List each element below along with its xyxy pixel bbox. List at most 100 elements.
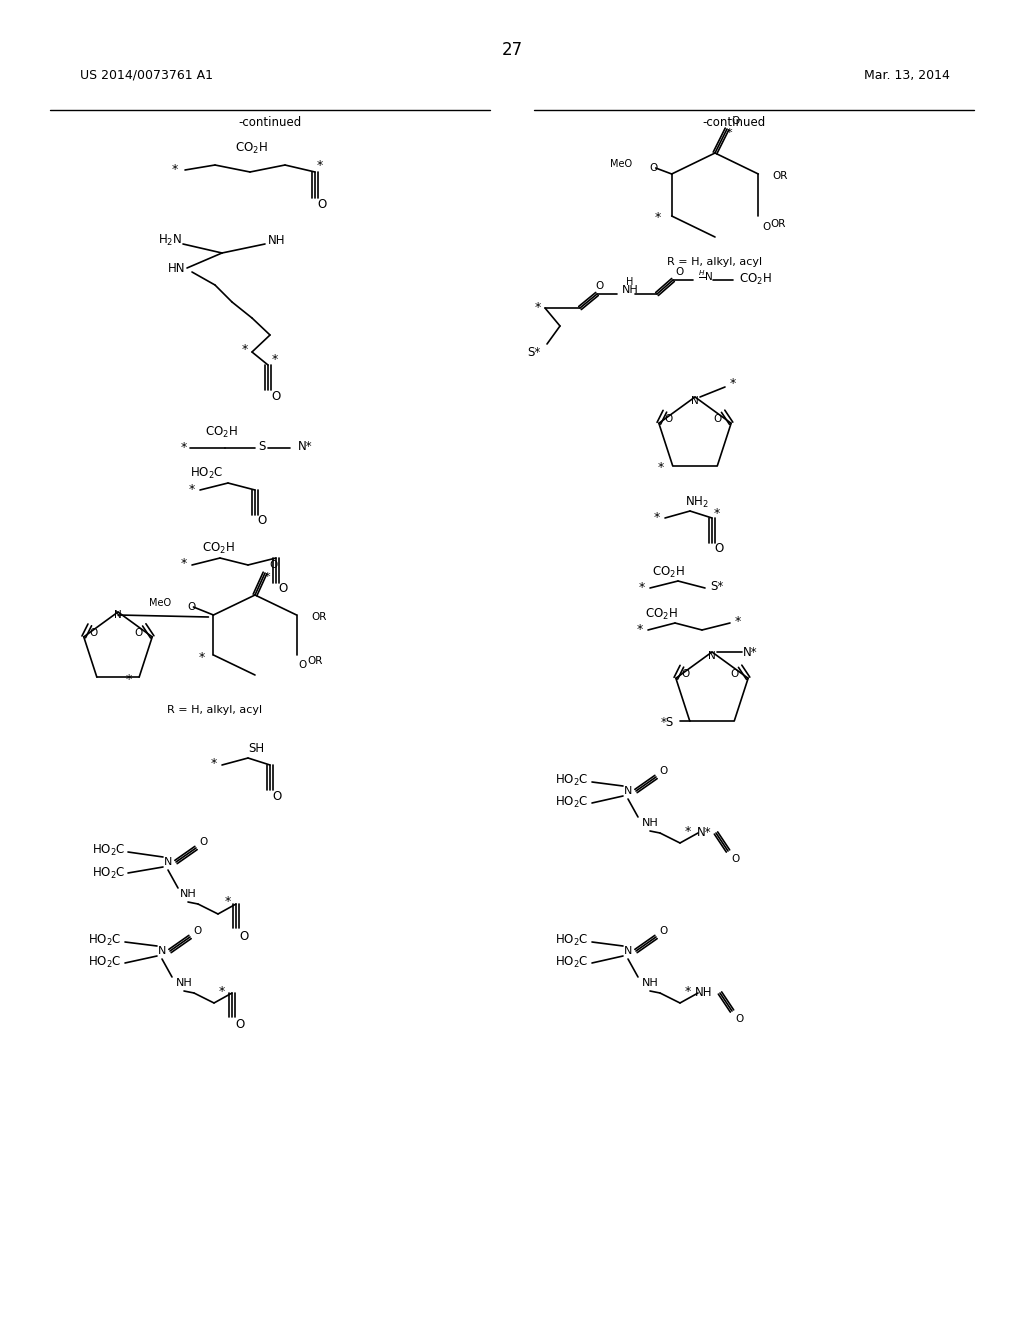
Text: O: O [272, 789, 282, 803]
Text: O: O [596, 281, 604, 290]
Text: *: * [219, 985, 225, 998]
Text: *: * [637, 623, 643, 635]
Text: O: O [713, 414, 721, 424]
Text: NH: NH [642, 818, 658, 828]
Text: N*: N* [298, 441, 312, 454]
Text: S*: S* [710, 581, 723, 594]
Text: *S: *S [662, 717, 674, 729]
Text: *: * [730, 376, 736, 389]
Text: N: N [624, 946, 632, 956]
Text: CO$_2$H: CO$_2$H [205, 425, 238, 440]
Text: CO$_2$H: CO$_2$H [645, 606, 678, 622]
Text: OR: OR [773, 172, 788, 181]
Text: N: N [158, 946, 166, 956]
Text: N: N [691, 396, 698, 407]
Text: US 2014/0073761 A1: US 2014/0073761 A1 [80, 69, 213, 82]
Text: *: * [685, 825, 691, 837]
Text: N*: N* [742, 645, 758, 659]
Text: HN: HN [168, 261, 185, 275]
Text: *: * [272, 354, 279, 367]
Text: OR: OR [771, 219, 786, 228]
Text: HO$_2$C: HO$_2$C [555, 954, 589, 970]
Text: O: O [279, 582, 288, 595]
Text: O: O [240, 929, 249, 942]
Text: O: O [665, 414, 673, 424]
Text: *: * [172, 162, 178, 176]
Text: O: O [298, 660, 307, 671]
Text: *: * [657, 461, 664, 474]
Text: CO$_2$H: CO$_2$H [234, 140, 268, 156]
Text: *: * [653, 511, 660, 524]
Text: Mar. 13, 2014: Mar. 13, 2014 [864, 69, 950, 82]
Text: CO$_2$H: CO$_2$H [738, 272, 771, 286]
Text: NH$_2$: NH$_2$ [685, 495, 709, 510]
Text: HO$_2$C: HO$_2$C [92, 842, 125, 858]
Text: O: O [257, 515, 266, 528]
Text: -continued: -continued [239, 116, 302, 128]
Text: O: O [187, 602, 196, 612]
Text: OR: OR [307, 656, 323, 667]
Text: NH: NH [176, 978, 193, 987]
Text: H: H [627, 277, 634, 286]
Text: HO$_2$C: HO$_2$C [555, 795, 589, 809]
Text: N: N [709, 651, 716, 661]
Text: O: O [317, 198, 327, 210]
Text: *: * [225, 895, 231, 908]
Text: NH: NH [695, 986, 713, 999]
Text: R = H, alkyl, acyl: R = H, alkyl, acyl [168, 705, 262, 715]
Text: O: O [134, 628, 142, 638]
Text: MeO: MeO [609, 158, 632, 169]
Text: CO$_2$H: CO$_2$H [652, 565, 685, 579]
Text: 27: 27 [502, 41, 522, 59]
Text: O: O [649, 162, 657, 173]
Text: *: * [654, 211, 660, 224]
Text: *: * [735, 615, 741, 628]
Text: O: O [675, 267, 683, 277]
Text: NH: NH [642, 978, 658, 987]
Text: O: O [658, 766, 667, 776]
Text: HO$_2$C: HO$_2$C [555, 772, 589, 788]
Text: *: * [126, 673, 132, 685]
Text: *: * [639, 581, 645, 594]
Text: O: O [658, 927, 667, 936]
Text: OR: OR [311, 612, 327, 622]
Text: *: * [181, 441, 187, 454]
Text: O: O [732, 854, 740, 865]
Text: N: N [164, 857, 172, 867]
Text: N: N [624, 785, 632, 796]
Text: O: O [236, 1019, 245, 1031]
Text: O: O [730, 669, 738, 680]
Text: O: O [715, 543, 724, 556]
Text: SH: SH [248, 742, 264, 755]
Text: S*: S* [527, 346, 541, 359]
Text: S: S [258, 441, 265, 454]
Text: NH: NH [622, 285, 639, 294]
Text: *: * [181, 557, 187, 570]
Text: O: O [199, 837, 207, 847]
Text: *: * [211, 758, 217, 771]
Text: *: * [685, 985, 691, 998]
Text: O: O [193, 927, 201, 936]
Text: N: N [114, 610, 122, 620]
Text: NH: NH [179, 888, 197, 899]
Text: O: O [269, 560, 278, 570]
Text: *: * [726, 128, 732, 139]
Text: MeO: MeO [150, 598, 171, 609]
Text: HO$_2$C: HO$_2$C [88, 954, 122, 970]
Text: O: O [90, 628, 98, 638]
Text: *: * [188, 483, 195, 495]
Text: *: * [264, 572, 269, 582]
Text: NH: NH [268, 234, 286, 247]
Text: -continued: -continued [702, 116, 766, 128]
Text: O: O [682, 669, 690, 680]
Text: *: * [317, 158, 324, 172]
Text: *: * [242, 342, 248, 355]
Text: N*: N* [696, 826, 712, 840]
Text: O: O [762, 222, 770, 231]
Text: O: O [731, 116, 739, 125]
Text: HO$_2$C: HO$_2$C [92, 866, 125, 880]
Text: *: * [535, 301, 541, 314]
Text: *: * [199, 651, 205, 664]
Text: R = H, alkyl, acyl: R = H, alkyl, acyl [668, 257, 763, 267]
Text: $\frac{H}{\ }$N: $\frac{H}{\ }$N [698, 269, 714, 284]
